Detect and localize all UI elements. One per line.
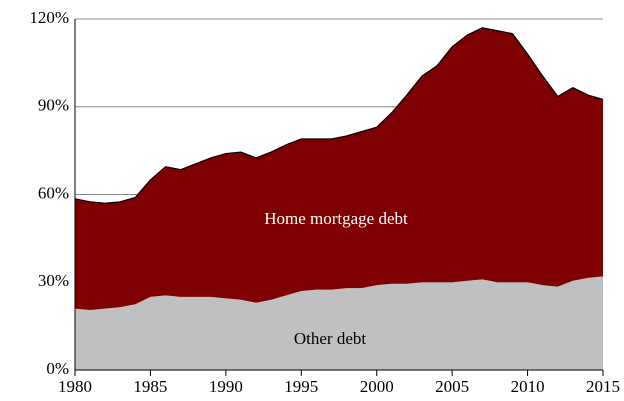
x-tick-label: 2010 [511,377,545,396]
x-tick-label: 1995 [284,377,318,396]
y-tick-label: 60% [38,183,69,202]
area [75,27,603,311]
x-tick-label: 1990 [209,377,243,396]
y-tick-label: 120% [29,8,69,27]
x-tick-label: 2005 [435,377,469,396]
y-tick-label: 90% [38,96,69,115]
x-tick-label: 1985 [133,377,167,396]
area-label: Other debt [294,329,367,348]
y-tick-label: 30% [38,271,69,290]
x-tick-label: 1980 [58,377,92,396]
area [75,276,603,370]
top-edge [74,27,604,204]
y-tick-label: 0% [46,359,69,378]
x-tick-label: 2000 [360,377,394,396]
area-label: Home mortgage debt [264,209,408,228]
x-tick-label: 2015 [586,377,620,396]
